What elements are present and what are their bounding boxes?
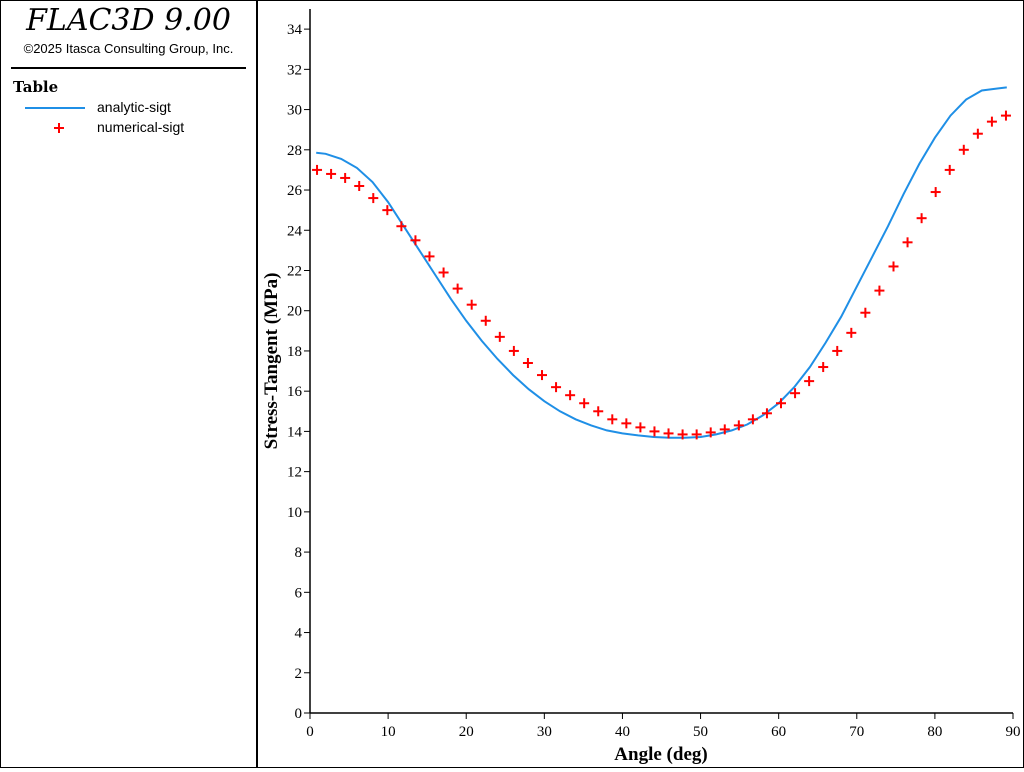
y-tick-label: 26 — [287, 183, 303, 199]
app-title: FLAC3D 9.00 — [26, 3, 231, 38]
data-point-numerical-sigt — [832, 345, 843, 356]
data-point-numerical-sigt — [424, 251, 435, 262]
legend-title: Table — [13, 78, 59, 96]
data-point-numerical-sigt — [677, 429, 688, 440]
x-tick-label: 20 — [459, 724, 474, 740]
series-layer — [312, 86, 1011, 440]
y-tick-label: 14 — [287, 424, 303, 440]
data-point-numerical-sigt — [579, 398, 590, 409]
x-tick-label: 70 — [849, 724, 864, 740]
copyright-text: ©2025 Itasca Consulting Group, Inc. — [23, 41, 234, 56]
y-tick-label: 28 — [287, 143, 302, 159]
y-tick-label: 34 — [287, 22, 303, 38]
data-point-numerical-sigt — [874, 285, 885, 296]
data-point-numerical-sigt — [396, 221, 407, 232]
y-tick-label: 16 — [287, 384, 303, 400]
series-line-analytic-sigt — [316, 86, 1007, 439]
data-point-numerical-sigt — [494, 331, 505, 342]
panel-divider — [11, 67, 246, 69]
legend-label: numerical-sigt — [97, 119, 185, 135]
y-axis-label: Stress-Tangent (MPa) — [261, 273, 282, 450]
x-tick-label: 80 — [927, 724, 942, 740]
data-point-numerical-sigt — [860, 307, 871, 318]
y-tick-label: 30 — [287, 103, 302, 119]
data-point-numerical-sigt — [452, 283, 463, 294]
data-point-numerical-sigt — [382, 205, 393, 216]
x-tick-label: 60 — [771, 724, 786, 740]
data-point-numerical-sigt — [326, 168, 337, 179]
plot-area: 0 2 4 6 8 10 12 14 16 18 20 22 24 26 28 30 32 34 0 10 20 30 40… — [258, 1, 1023, 767]
data-point-numerical-sigt — [747, 414, 758, 425]
y-tick-label: 4 — [295, 626, 303, 642]
data-point-numerical-sigt — [944, 164, 955, 175]
y-tick-label: 8 — [295, 545, 303, 561]
data-point-numerical-sigt — [958, 144, 969, 155]
line-swatch-icon — [25, 107, 85, 109]
data-point-numerical-sigt — [438, 267, 449, 278]
y-tick-label: 12 — [287, 465, 302, 481]
y-tick-label: 0 — [295, 706, 303, 722]
plus-marker-swatch-icon — [54, 123, 64, 133]
data-point-numerical-sigt — [930, 187, 941, 198]
data-point-numerical-sigt — [536, 370, 547, 381]
legend-panel: FLAC3D 9.00 ©2025 Itasca Consulting Grou… — [1, 1, 258, 767]
data-point-numerical-sigt — [354, 181, 365, 192]
data-point-numerical-sigt — [551, 382, 562, 393]
legend-label: analytic-sigt — [97, 99, 171, 115]
x-tick-label: 10 — [381, 724, 396, 740]
data-point-numerical-sigt — [776, 398, 787, 409]
x-tick-label: 50 — [693, 724, 708, 740]
data-point-numerical-sigt — [621, 418, 632, 429]
data-point-numerical-sigt — [649, 426, 660, 437]
data-point-numerical-sigt — [312, 164, 323, 175]
y-tick-label: 10 — [287, 505, 302, 521]
legend-item-numerical-sigt: numerical-sigt — [19, 118, 249, 138]
data-point-numerical-sigt — [1000, 110, 1011, 121]
data-point-numerical-sigt — [593, 406, 604, 417]
y-tick-label: 24 — [287, 223, 303, 239]
data-point-numerical-sigt — [410, 235, 421, 246]
x-tick-label: 30 — [537, 724, 552, 740]
data-point-numerical-sigt — [790, 388, 801, 399]
legend-item-analytic-sigt: analytic-sigt — [19, 98, 249, 118]
data-point-numerical-sigt — [368, 193, 379, 204]
y-tick-label: 22 — [287, 263, 302, 279]
x-axis-label: Angle (deg) — [614, 744, 707, 765]
data-point-numerical-sigt — [804, 376, 815, 387]
data-point-numerical-sigt — [691, 429, 702, 440]
y-tick-label: 18 — [287, 344, 302, 360]
x-tick-label: 0 — [306, 724, 314, 740]
x-tick-label: 40 — [615, 724, 630, 740]
data-point-numerical-sigt — [635, 422, 646, 433]
y-tick-label: 2 — [295, 666, 303, 682]
data-point-numerical-sigt — [565, 390, 576, 401]
y-tick-label: 6 — [295, 585, 303, 601]
data-point-numerical-sigt — [480, 315, 491, 326]
data-point-numerical-sigt — [607, 414, 618, 425]
data-point-numerical-sigt — [663, 428, 674, 439]
data-point-numerical-sigt — [902, 237, 913, 248]
data-point-numerical-sigt — [818, 362, 829, 373]
data-point-numerical-sigt — [846, 327, 857, 338]
y-tick-label: 32 — [287, 62, 302, 78]
data-point-numerical-sigt — [916, 213, 927, 224]
data-point-numerical-sigt — [733, 420, 744, 431]
data-point-numerical-sigt — [972, 128, 983, 139]
data-point-numerical-sigt — [986, 116, 997, 127]
data-point-numerical-sigt — [888, 261, 899, 272]
data-point-numerical-sigt — [522, 358, 533, 369]
data-point-numerical-sigt — [719, 424, 730, 435]
x-tick-label: 90 — [1006, 724, 1021, 740]
data-point-numerical-sigt — [466, 299, 477, 310]
data-point-numerical-sigt — [508, 345, 519, 356]
data-point-numerical-sigt — [340, 172, 351, 183]
data-point-numerical-sigt — [761, 408, 772, 419]
y-tick-label: 20 — [287, 304, 302, 320]
data-point-numerical-sigt — [705, 427, 716, 438]
